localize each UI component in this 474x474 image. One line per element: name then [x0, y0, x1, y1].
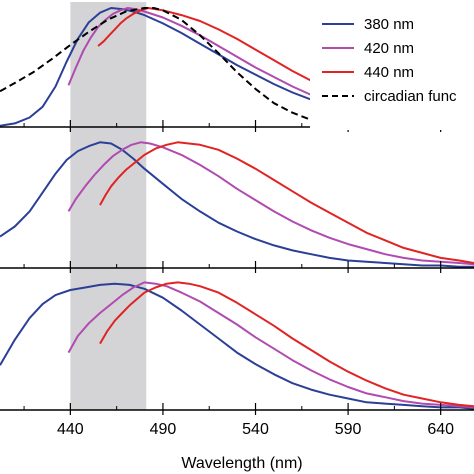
x-tick-label-640: 640 [427, 421, 454, 438]
panel-3-series-420-nm [67, 281, 474, 409]
x-tick-label-490: 490 [150, 421, 177, 438]
panel-3-series-380-nm [0, 282, 474, 410]
legend-background [310, 6, 474, 130]
x-tick-label-540: 540 [242, 421, 269, 438]
legend-label-circadian: circadian func [364, 88, 457, 105]
legend-label-440: 440 nm [364, 64, 414, 81]
legend: 380 nm 420 nm 440 nm circadian func [310, 6, 474, 130]
x-axis-label: Wavelength (nm) [181, 455, 302, 472]
panel-2-series-440-nm [99, 141, 474, 264]
highlight-band [70, 2, 147, 410]
legend-label-420: 420 nm [364, 40, 414, 57]
x-tick-label-590: 590 [335, 421, 362, 438]
legend-label-380: 380 nm [364, 16, 414, 33]
x-tick-label-440: 440 [57, 421, 84, 438]
highlight-band-layer [70, 2, 147, 410]
x-tick-layer: 440 490 540 590 640 [23, 120, 454, 438]
panel-2-series-420-nm [67, 141, 474, 266]
panel-2-series-380-nm [0, 141, 474, 268]
panel-3-series-440-nm [99, 281, 474, 408]
